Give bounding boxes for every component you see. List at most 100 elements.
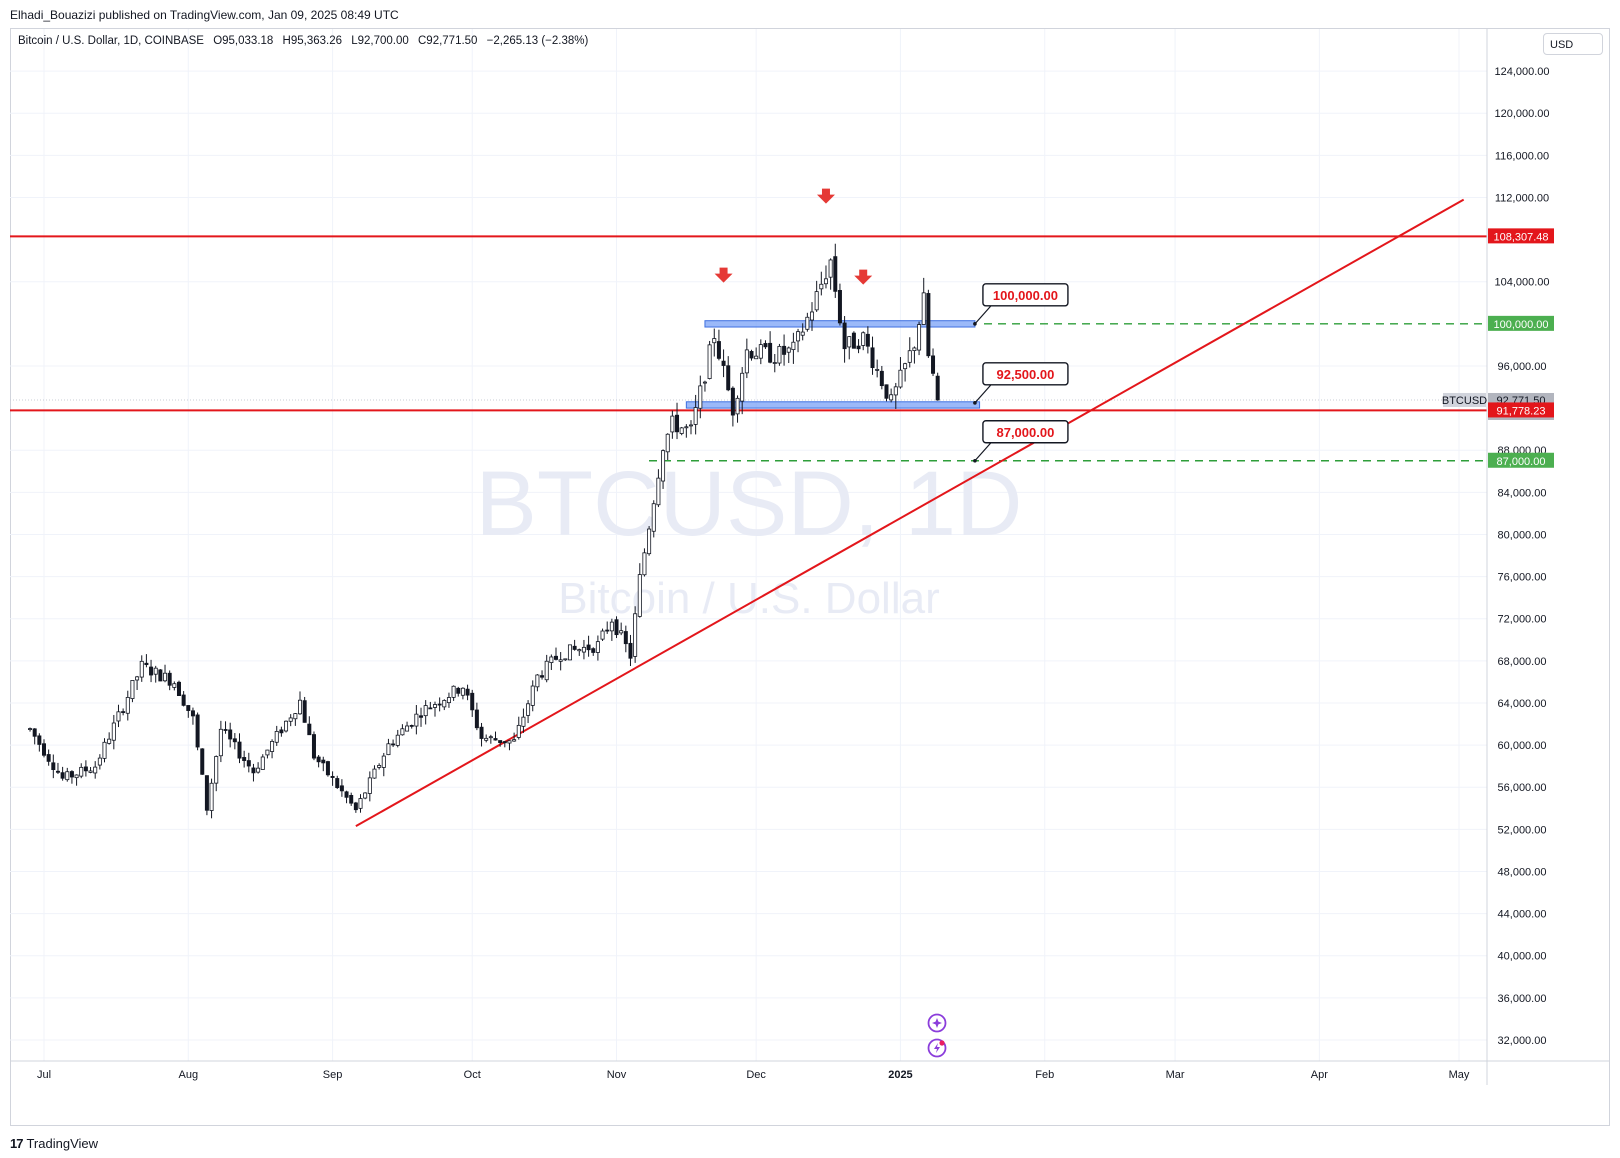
candle-body: [595, 641, 600, 653]
chart-icons: [927, 1013, 947, 1058]
candle-body: [190, 710, 195, 717]
candle-body: [758, 344, 763, 359]
legend-high-label: H: [282, 35, 291, 47]
y-tick-label: 52,000.00: [1498, 824, 1547, 836]
y-tick-label: 68,000.00: [1498, 656, 1547, 668]
candle-body: [32, 728, 37, 737]
callout-anchor-dot: [973, 322, 977, 326]
candle-body: [651, 503, 656, 532]
candle-body: [800, 331, 805, 336]
candle-body: [79, 766, 84, 777]
candle-body: [321, 759, 326, 764]
y-tick-label: 104,000.00: [1494, 277, 1549, 289]
candle-body: [386, 743, 391, 756]
x-tick-label: Sep: [323, 1069, 343, 1081]
x-tick-label: Mar: [1166, 1069, 1185, 1081]
candle-body: [633, 613, 638, 657]
candle-body: [228, 729, 233, 740]
callout-box: [982, 362, 1069, 386]
candle-body: [628, 642, 633, 659]
legend-symbol-name: Bitcoin / U.S. Dollar, 1D, COINBASE: [18, 35, 204, 47]
candle-body: [535, 674, 540, 688]
candle-body: [111, 722, 116, 741]
level-badge-green: [1488, 452, 1554, 468]
currency-button[interactable]: USD: [1543, 33, 1603, 55]
down-arrow-marker[interactable]: [854, 269, 873, 285]
candle-body: [605, 629, 610, 632]
level-badge-red: [1488, 228, 1554, 244]
candle-body: [879, 370, 884, 387]
candle-body: [870, 347, 875, 369]
candle-body: [456, 687, 461, 694]
candle-body: [330, 775, 335, 778]
candle-body: [926, 293, 931, 357]
candle-body: [865, 333, 870, 347]
candle-body: [516, 724, 521, 738]
y-tick-label: 96,000.00: [1498, 361, 1547, 373]
x-tick-label: 2025: [888, 1069, 912, 1081]
tradingview-logo[interactable]: 17 TradingView: [10, 1136, 98, 1151]
candle-body: [181, 694, 186, 706]
candle-body: [465, 688, 470, 696]
candle-body: [311, 734, 316, 759]
candle-body: [772, 362, 777, 364]
candle-body: [554, 655, 559, 660]
candle-body: [200, 748, 205, 775]
candle-body: [251, 767, 256, 774]
candle-body: [782, 345, 787, 355]
price-callout[interactable]: 92,500.00: [973, 362, 1069, 405]
candle-body: [842, 322, 847, 350]
candle-body: [419, 715, 424, 718]
x-tick-label: Aug: [179, 1069, 199, 1081]
ascending-trendline[interactable]: [355, 198, 1465, 828]
y-tick-label: 44,000.00: [1498, 909, 1547, 921]
legend-close: 92,771.50: [426, 35, 478, 47]
candle-body: [637, 574, 642, 617]
callout-pointer: [974, 305, 992, 325]
candle-body: [917, 324, 922, 351]
sparkle-icon[interactable]: [927, 1013, 947, 1033]
candle-body: [572, 645, 577, 650]
candle-body: [712, 338, 717, 344]
y-tick-label: 116,000.00: [1495, 150, 1549, 162]
candle-body: [260, 756, 265, 770]
candle-body: [218, 728, 223, 757]
candle-body: [409, 725, 414, 727]
candle-body: [488, 736, 493, 739]
candle-body: [414, 713, 419, 727]
candle-body: [558, 659, 563, 662]
legend-low-label: L: [351, 35, 358, 47]
candle-body: [37, 735, 42, 745]
candle-body: [698, 385, 703, 409]
support-resistance-zone[interactable]: [685, 401, 981, 409]
candle-body: [186, 705, 191, 711]
price-callout[interactable]: 87,000.00: [973, 420, 1069, 463]
candle-body: [51, 762, 56, 770]
candle-body: [507, 740, 512, 744]
candle-body: [214, 756, 219, 784]
flash-event-icon[interactable]: [927, 1038, 947, 1058]
publisher-line: Elhadi_Bouazizi published on TradingView…: [10, 8, 399, 22]
plot-area[interactable]: 100,000.00 92,500.00 87,000.00: [10, 188, 1487, 828]
candle-body: [591, 648, 596, 653]
candle-body: [163, 672, 168, 682]
down-arrow-marker[interactable]: [714, 267, 733, 283]
y-tick-label: 48,000.00: [1498, 866, 1547, 878]
candle-body: [372, 768, 377, 779]
candle-body: [125, 697, 130, 714]
candle-body: [437, 703, 442, 706]
down-arrow-marker[interactable]: [816, 188, 835, 204]
candle-body: [675, 414, 680, 433]
candle-body: [232, 738, 237, 743]
callout-anchor-dot: [973, 458, 977, 463]
candle-body: [381, 755, 386, 768]
candle-body: [856, 345, 861, 350]
candle-body: [549, 656, 554, 663]
x-tick-label: May: [1449, 1069, 1470, 1081]
candlestick-series[interactable]: [28, 243, 940, 819]
candle-body: [688, 424, 693, 427]
price-callout[interactable]: 100,000.00: [973, 283, 1069, 326]
candle-body: [898, 369, 903, 388]
candle-body: [837, 290, 842, 324]
